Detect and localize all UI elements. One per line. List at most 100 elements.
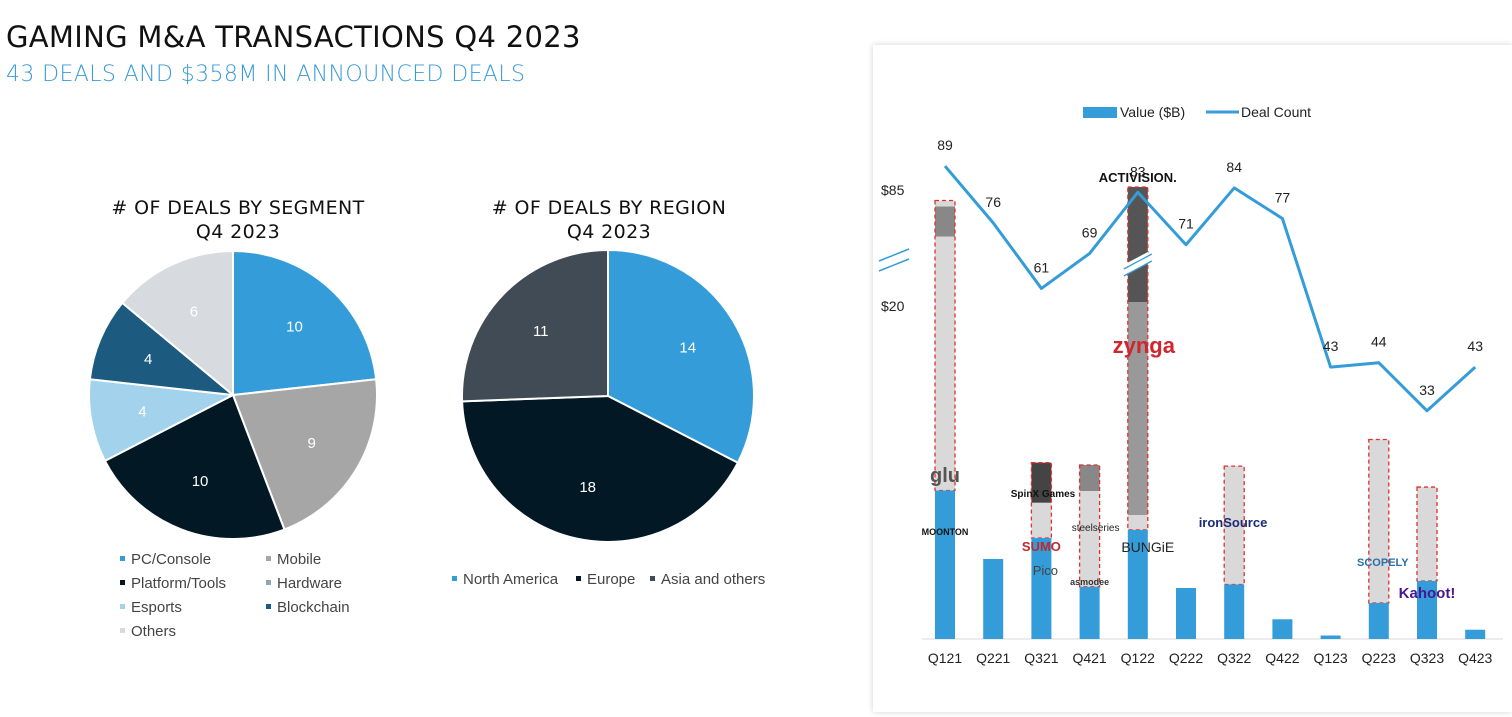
highlight-segment-dark (1031, 462, 1052, 503)
pie-label-europe: 18 (579, 479, 596, 496)
deal-count-label-q222: 71 (1178, 216, 1194, 232)
legend-label: Mobile (277, 551, 322, 568)
region-pie-title-line2: Q4 2023 (566, 221, 652, 243)
value-bar-q222 (1176, 587, 1196, 639)
legend-swatch (266, 579, 271, 585)
deal-count-label-q322: 84 (1226, 159, 1242, 175)
pie-label-pc-console: 10 (286, 318, 303, 335)
company-logo-zynga: zynga (1113, 333, 1176, 358)
x-tick-label-q421: Q421 (1072, 650, 1106, 666)
value-bar-q323 (1417, 581, 1437, 639)
x-tick-label-q321: Q321 (1024, 650, 1058, 666)
company-logo-pico: Pico (1033, 563, 1058, 578)
highlight-deal-q323 (1416, 486, 1438, 582)
highlight-segment-low (1127, 515, 1148, 530)
x-tick-label-q122: Q122 (1121, 650, 1155, 666)
pie-label-asia-and-others: 11 (533, 323, 549, 340)
pie-slice-north-america (607, 248, 755, 465)
x-tick-label-q121: Q121 (928, 650, 962, 666)
highlight-segment (1224, 466, 1245, 585)
x-tick-label-q422: Q422 (1265, 650, 1299, 666)
legend-swatch (266, 555, 271, 561)
y-axis-label-low: $20 (881, 298, 905, 314)
highlight-segment (1368, 439, 1389, 604)
highlight-segment-dark (1079, 465, 1100, 491)
highlight-border (1368, 438, 1390, 604)
segment-pie-title-line1: # OF DEALS BY SEGMENT (111, 197, 365, 219)
highlight-deal-q223 (1368, 438, 1390, 604)
legend-label: Others (131, 623, 177, 640)
company-logo-glu: glu (930, 465, 960, 487)
legend-swatch-value (1083, 107, 1117, 118)
value-bar-q422 (1272, 619, 1293, 639)
axis-break-mark (878, 258, 910, 272)
legend-swatch (576, 575, 581, 581)
pie-label-mobile: 9 (307, 435, 315, 452)
x-tick-label-q221: Q221 (976, 650, 1010, 666)
pie-slice-pc-console (232, 249, 378, 397)
region-pie-chart: 14 18 11 (461, 248, 755, 543)
deal-count-line (943, 165, 1477, 413)
company-logo-ironsource: ironSource (1199, 515, 1268, 530)
quarterly-chart-panel: Value ($B) Deal Count $85 $20 89 76 61 69 83 71 84… (873, 45, 1512, 712)
company-logo-kahoot: Kahoot! (1399, 585, 1456, 602)
legend-item-platform-tools: Platform/Tools (120, 575, 226, 592)
legend-swatch (452, 575, 457, 581)
highlight-deal-q121 (934, 199, 956, 492)
legend-item-europe: Europe (576, 571, 635, 588)
segment-pie-title: # OF DEALS BY SEGMENT Q4 2023 (88, 196, 388, 244)
x-tick-label-q423: Q423 (1458, 650, 1492, 666)
legend-item-others: Others (120, 623, 176, 640)
axis-break-mark (878, 248, 910, 262)
company-logo-sumo: SUMO (1022, 539, 1061, 554)
deal-count-label-q321: 61 (1034, 259, 1050, 275)
region-pie-title-line1: # OF DEALS BY REGION (491, 197, 727, 219)
page-subtitle: 43 DEALS AND $358M IN ANNOUNCED DEALS (6, 62, 526, 87)
y-axis-label-high: $85 (881, 182, 905, 198)
deal-count-label-q121: 89 (937, 137, 953, 153)
legend-item-asia-and-others: Asia and others (650, 571, 765, 588)
pie-slice-blockchain (88, 301, 237, 397)
segment-pie-chart: 10 9 10 4 4 6 (88, 249, 378, 540)
value-bar-q122 (1127, 529, 1148, 639)
legend-label: Asia and others (661, 571, 766, 588)
pie-slice-europe (461, 394, 740, 543)
deal-count-label-q122: 83 (1130, 163, 1146, 179)
legend-label: Europe (587, 571, 636, 588)
highlight-deal-q321 (1030, 462, 1053, 539)
highlight-border (1127, 186, 1149, 531)
deal-count-label-q223: 44 (1371, 334, 1387, 350)
region-legend: North America Europe Asia and others (452, 571, 782, 591)
highlight-deal-q122 (1127, 186, 1149, 531)
legend-swatch (120, 579, 125, 585)
legend-swatch (120, 603, 125, 609)
page-title: GAMING M&A TRANSACTIONS Q4 2023 (6, 20, 581, 54)
region-pie-title: # OF DEALS BY REGION Q4 2023 (459, 196, 759, 244)
segment-legend: PC/Console Mobile Platform/Tools Hardware Es… (120, 551, 380, 651)
pie-label-esports: 4 (138, 404, 146, 421)
legend-item-esports: Esports (120, 599, 182, 616)
value-bar-q223 (1368, 603, 1389, 639)
legend-item-pc-console: PC/Console (120, 551, 211, 568)
pie-slice-esports (88, 378, 237, 463)
highlight-border (934, 199, 956, 492)
quarterly-combo-chart: Value ($B) Deal Count $85 $20 89 76 61 69 83 71 84… (878, 104, 1503, 666)
highlight-segment-mid (1127, 302, 1148, 515)
value-bar-q321 (1031, 538, 1052, 639)
legend-label: Hardware (277, 575, 343, 592)
highlight-border (1416, 486, 1438, 582)
pie-slice-asia-and-others (461, 248, 609, 403)
legend-item-blockchain: Blockchain (266, 599, 350, 616)
deal-count-label-q422: 77 (1275, 190, 1291, 206)
pie-slice-platform-tools (103, 393, 286, 540)
legend-label-deal-count: Deal Count (1241, 104, 1311, 120)
x-tick-label-q222: Q222 (1169, 650, 1203, 666)
x-tick-label-q123: Q123 (1313, 650, 1347, 666)
company-logo-steelseries: steelseries (1072, 523, 1120, 534)
legend-label: Esports (131, 599, 182, 616)
company-logo-scopely: SCOPELY (1357, 557, 1409, 569)
legend-label: Platform/Tools (131, 575, 227, 592)
bar-break-mark (1123, 260, 1153, 277)
legend-swatch (650, 575, 655, 581)
pie-label-others: 6 (190, 304, 198, 321)
